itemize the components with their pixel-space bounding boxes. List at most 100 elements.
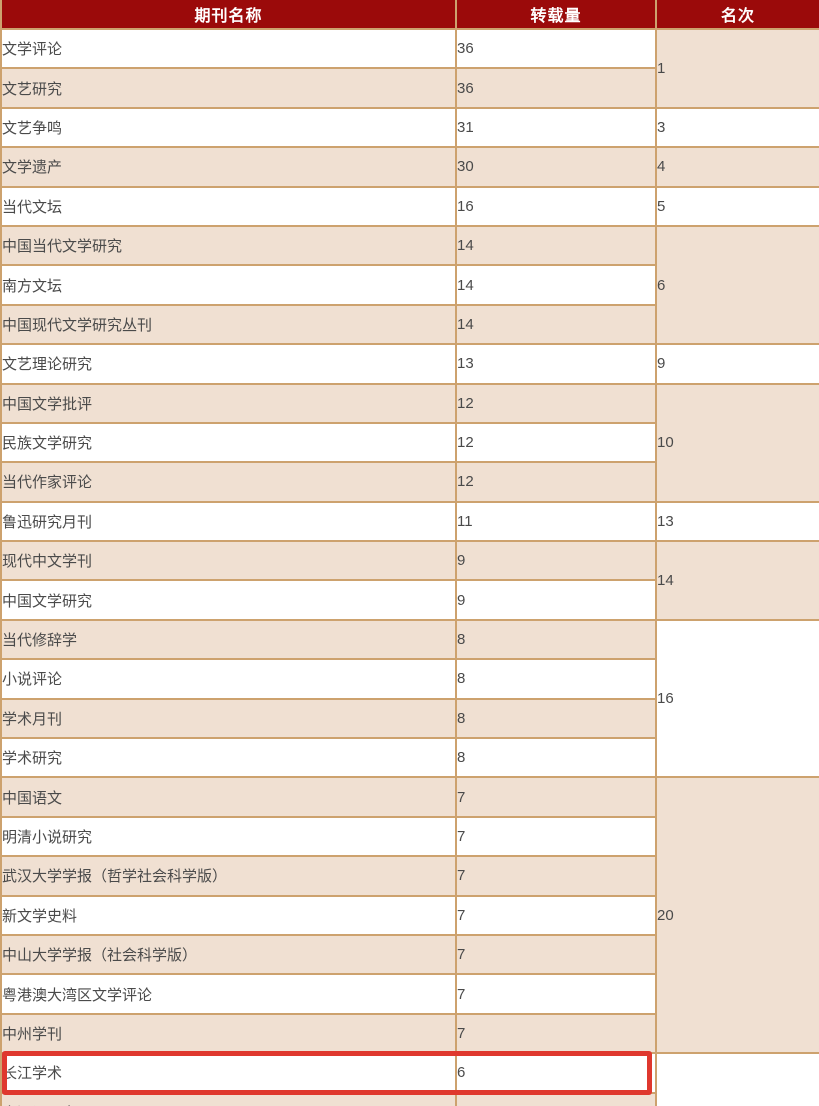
reprint-count-cell: 8 bbox=[455, 658, 657, 700]
rank-cell: 5 bbox=[655, 185, 819, 227]
journal-name-cell: 民族文学研究 bbox=[0, 421, 457, 464]
journal-name-cell: 文艺理论研究 bbox=[0, 343, 457, 385]
journal-name-cell: 文学评论 bbox=[0, 27, 457, 70]
reprint-count-cell: 8 bbox=[455, 737, 657, 779]
journal-name-cell: 当代修辞学 bbox=[0, 618, 457, 661]
table-row: 学术月刊 8 bbox=[0, 697, 819, 740]
journal-name-cell: 文艺争鸣 bbox=[0, 106, 457, 149]
rank-cell: 16 bbox=[655, 618, 819, 779]
table-row: 文学遗产 30 4 bbox=[0, 146, 819, 188]
table-row: 中国当代文学研究 14 6 bbox=[0, 224, 819, 346]
journal-name-cell: 长江学术 bbox=[0, 1052, 457, 1094]
journal-name-cell: 中国文学批评 bbox=[0, 382, 457, 424]
table-row: 中山大学学报（社会科学版） 7 bbox=[0, 933, 819, 976]
journal-name-cell: 当代文坛 bbox=[0, 185, 457, 227]
reprint-count-cell: 9 bbox=[455, 579, 657, 621]
reprint-count-cell: 7 bbox=[455, 855, 657, 897]
reprint-count-cell: 36 bbox=[455, 27, 657, 70]
journal-name-cell: 中山大学学报（社会科学版） bbox=[0, 933, 457, 976]
journal-name-cell: 中国现代文学研究丛刊 bbox=[0, 303, 457, 346]
table-row: 文艺理论研究 13 9 bbox=[0, 343, 819, 385]
reprint-count-cell: 7 bbox=[455, 776, 657, 818]
journal-name-cell: 学术月刊 bbox=[0, 697, 457, 740]
table-row: 文艺研究 36 bbox=[0, 67, 819, 109]
col-header-reprint-count: 转载量 bbox=[455, 0, 657, 30]
journal-name-cell: 武汉大学学报（哲学社会科学版） bbox=[0, 855, 457, 897]
journal-name-cell: 中州学刊 bbox=[0, 1012, 457, 1055]
reprint-count-cell: 7 bbox=[455, 815, 657, 858]
reprint-count-cell: 9 bbox=[455, 540, 657, 582]
rank-cell: 13 bbox=[655, 500, 819, 543]
rank-cell: 6 bbox=[655, 224, 819, 346]
reprint-count-cell: 7 bbox=[455, 973, 657, 1015]
journal-name-cell: 文艺研究 bbox=[0, 67, 457, 109]
table-row: 当代文坛 16 5 bbox=[0, 185, 819, 227]
col-header-journal-name: 期刊名称 bbox=[0, 0, 457, 30]
journal-name-cell: 新文学史料 bbox=[0, 894, 457, 936]
journal-name-cell: 现代中文学刊 bbox=[0, 540, 457, 582]
table-row: 中国语文 7 20 bbox=[0, 776, 819, 1055]
rank-cell: 9 bbox=[655, 343, 819, 385]
journal-name-cell: 学术研究 bbox=[0, 737, 457, 779]
journal-name-cell: 古汉语研究 bbox=[0, 1091, 457, 1106]
reprint-count-cell: 12 bbox=[455, 382, 657, 424]
table-row: 当代修辞学 8 16 bbox=[0, 618, 819, 779]
rank-cell: 14 bbox=[655, 540, 819, 621]
table-row: 中国文学批评 12 10 bbox=[0, 382, 819, 503]
table-row: 中国文学研究 9 bbox=[0, 579, 819, 621]
table-row: 粤港澳大湾区文学评论 7 bbox=[0, 973, 819, 1015]
table-body: 文学评论 36 1 文艺研究 36 文艺争鸣 31 3 文学遗产 30 4 当代文坛 16 5 中国当代文学… bbox=[0, 27, 819, 1106]
journal-name-cell: 中国文学研究 bbox=[0, 579, 457, 621]
journal-name-cell: 粤港澳大湾区文学评论 bbox=[0, 973, 457, 1015]
table-row: 学术研究 8 bbox=[0, 737, 819, 779]
reprint-count-cell: 12 bbox=[455, 461, 657, 503]
table-row: 中州学刊 7 bbox=[0, 1012, 819, 1055]
journal-name-cell: 中国当代文学研究 bbox=[0, 224, 457, 267]
journal-name-cell: 当代作家评论 bbox=[0, 461, 457, 503]
table-row: 小说评论 8 bbox=[0, 658, 819, 700]
journal-name-cell: 中国语文 bbox=[0, 776, 457, 818]
rank-cell: 10 bbox=[655, 382, 819, 503]
reprint-count-cell: 12 bbox=[455, 421, 657, 464]
table-row: 古汉语研究6 bbox=[0, 1091, 819, 1106]
col-header-rank: 名次 bbox=[655, 0, 819, 30]
journal-name-cell: 明清小说研究 bbox=[0, 815, 457, 858]
rank-cell: 27 bbox=[655, 1052, 819, 1106]
rank-cell: 3 bbox=[655, 106, 819, 149]
reprint-count-cell: 8 bbox=[455, 697, 657, 740]
table-row: 当代作家评论 12 bbox=[0, 461, 819, 503]
journal-name-cell: 南方文坛 bbox=[0, 264, 457, 306]
reprint-count-cell: 16 bbox=[455, 185, 657, 227]
rank-cell: 20 bbox=[655, 776, 819, 1055]
table-row: 现代中文学刊 9 14 bbox=[0, 540, 819, 621]
reprint-count-cell: 7 bbox=[455, 1012, 657, 1055]
table-row: 武汉大学学报（哲学社会科学版） 7 bbox=[0, 855, 819, 897]
reprint-count-cell: 14 bbox=[455, 303, 657, 346]
table-row: 南方文坛 14 bbox=[0, 264, 819, 306]
reprint-count-cell: 31 bbox=[455, 106, 657, 149]
header-row: 期刊名称 转载量 名次 bbox=[0, 0, 819, 30]
reprint-count-cell: 8 bbox=[455, 618, 657, 661]
table-row: 民族文学研究 12 bbox=[0, 421, 819, 464]
journal-name-cell: 文学遗产 bbox=[0, 146, 457, 188]
table-row: 文学评论 36 1 bbox=[0, 27, 819, 109]
table-row: 文艺争鸣 31 3 bbox=[0, 106, 819, 149]
journal-name-cell: 小说评论 bbox=[0, 658, 457, 700]
table-row: 鲁迅研究月刊 11 13 bbox=[0, 500, 819, 543]
reprint-count-cell: 14 bbox=[455, 224, 657, 267]
reprint-count-cell: 6 bbox=[455, 1052, 657, 1094]
table-row: 长江学术627 bbox=[0, 1052, 819, 1106]
reprint-count-cell: 7 bbox=[455, 933, 657, 976]
rank-cell: 1 bbox=[655, 28, 819, 109]
reprint-count-cell: 14 bbox=[455, 264, 657, 306]
reprint-count-cell: 30 bbox=[455, 146, 657, 188]
reprint-count-cell: 6 bbox=[455, 1091, 657, 1106]
reprint-count-cell: 13 bbox=[455, 343, 657, 385]
reprint-count-cell: 36 bbox=[455, 67, 657, 109]
table-row: 明清小说研究 7 bbox=[0, 815, 819, 858]
reprint-count-cell: 11 bbox=[455, 500, 657, 543]
table-row: 新文学史料 7 bbox=[0, 894, 819, 936]
